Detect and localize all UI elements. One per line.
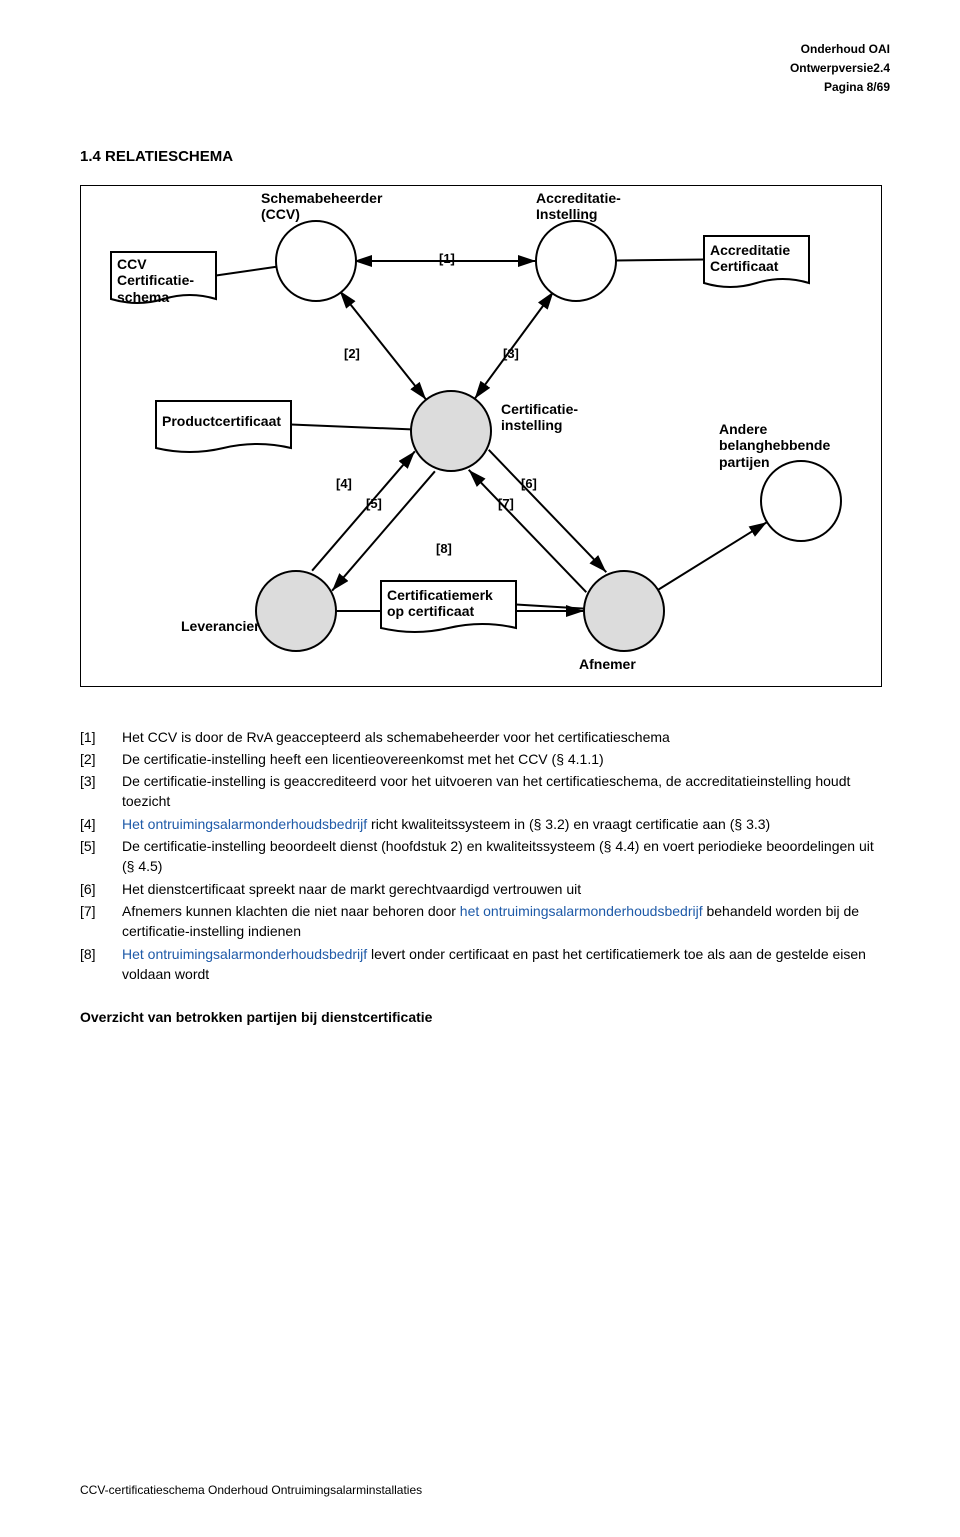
list-text: Het ontruimingsalarmonderhoudsbedrijf ri… — [122, 814, 890, 834]
node-afnemer — [584, 571, 664, 651]
list-item: [2]De certificatie-instelling heeft een … — [80, 749, 890, 769]
edge-label: [4] — [336, 476, 352, 491]
diagram-label: Anderebelanghebbendepartijen — [719, 421, 830, 471]
header-line2: Ontwerpversie2.4 — [80, 59, 890, 78]
edge-label: [7] — [498, 496, 514, 511]
list-item: [4]Het ontruimingsalarmonderhoudsbedrijf… — [80, 814, 890, 834]
list-item: [5]De certificatie-instelling beoordeelt… — [80, 836, 890, 877]
edge-label: [3] — [503, 346, 519, 361]
overview-title: Overzicht van betrokken partijen bij die… — [80, 1009, 890, 1025]
node-ci — [411, 391, 491, 471]
list-text: Het CCV is door de RvA geaccepteerd als … — [122, 727, 890, 747]
diagram-label: AccreditatieCertificaat — [710, 242, 790, 276]
list-text: Het ontruimingsalarmonderhoudsbedrijf le… — [122, 944, 890, 985]
list-text: Het dienstcertificaat spreekt naar de ma… — [122, 879, 890, 899]
diagram-label: Leverancier — [181, 618, 260, 635]
diagram-label: Certificatie-instelling — [501, 401, 578, 435]
reference-list: [1]Het CCV is door de RvA geaccepteerd a… — [80, 727, 890, 985]
list-item: [8]Het ontruimingsalarmonderhoudsbedrijf… — [80, 944, 890, 985]
section-title: 1.4 RELATIESCHEMA — [80, 148, 890, 165]
node-partijen — [761, 461, 841, 541]
diagram-label: Productcertificaat — [162, 413, 281, 430]
highlight-term: Het ontruimingsalarmonderhoudsbedrijf — [122, 946, 367, 962]
highlight-term: Het ontruimingsalarmonderhoudsbedrijf — [122, 816, 367, 832]
list-item: [7]Afnemers kunnen klachten die niet naa… — [80, 901, 890, 942]
list-key: [4] — [80, 814, 122, 834]
diagram-label: CCVCertificatie-schema — [117, 256, 194, 306]
list-key: [7] — [80, 901, 122, 942]
list-text: Afnemers kunnen klachten die niet naar b… — [122, 901, 890, 942]
list-text: De certificatie-instelling is geaccredit… — [122, 771, 890, 812]
list-item: [3]De certificatie-instelling is geaccre… — [80, 771, 890, 812]
header-line3: Pagina 8/69 — [80, 78, 890, 97]
edge-label: [5] — [366, 496, 382, 511]
diagram-label: Certificatiemerkop certificaat — [387, 587, 493, 621]
list-key: [3] — [80, 771, 122, 812]
edge-label: [2] — [344, 346, 360, 361]
diagram-label: Schemabeheerder(CCV) — [261, 190, 382, 224]
list-key: [8] — [80, 944, 122, 985]
list-text: De certificatie-instelling beoordeelt di… — [122, 836, 890, 877]
list-text: De certificatie-instelling heeft een lic… — [122, 749, 890, 769]
page-footer: CCV-certificatieschema Onderhoud Ontruim… — [80, 1483, 422, 1497]
node-leverancier — [256, 571, 336, 651]
header-line1: Onderhoud OAI — [80, 40, 890, 59]
edge-label: [1] — [439, 251, 455, 266]
list-item: [6]Het dienstcertificaat spreekt naar de… — [80, 879, 890, 899]
list-key: [1] — [80, 727, 122, 747]
node-acc_inst — [536, 221, 616, 301]
diagram-label: Accreditatie-Instelling — [536, 190, 621, 224]
diagram-label: Afnemer — [579, 656, 636, 673]
list-item: [1]Het CCV is door de RvA geaccepteerd a… — [80, 727, 890, 747]
edge-label: [6] — [521, 476, 537, 491]
page-header: Onderhoud OAI Ontwerpversie2.4 Pagina 8/… — [80, 40, 890, 98]
list-key: [2] — [80, 749, 122, 769]
node-beheerder — [276, 221, 356, 301]
edge-label: [8] — [436, 541, 452, 556]
list-key: [6] — [80, 879, 122, 899]
relatieschema-diagram: CCVCertificatie-schema Schemabeheerder(CC… — [80, 185, 882, 687]
list-key: [5] — [80, 836, 122, 877]
highlight-term: het ontruimingsalarmonderhoudsbedrijf — [460, 903, 703, 919]
